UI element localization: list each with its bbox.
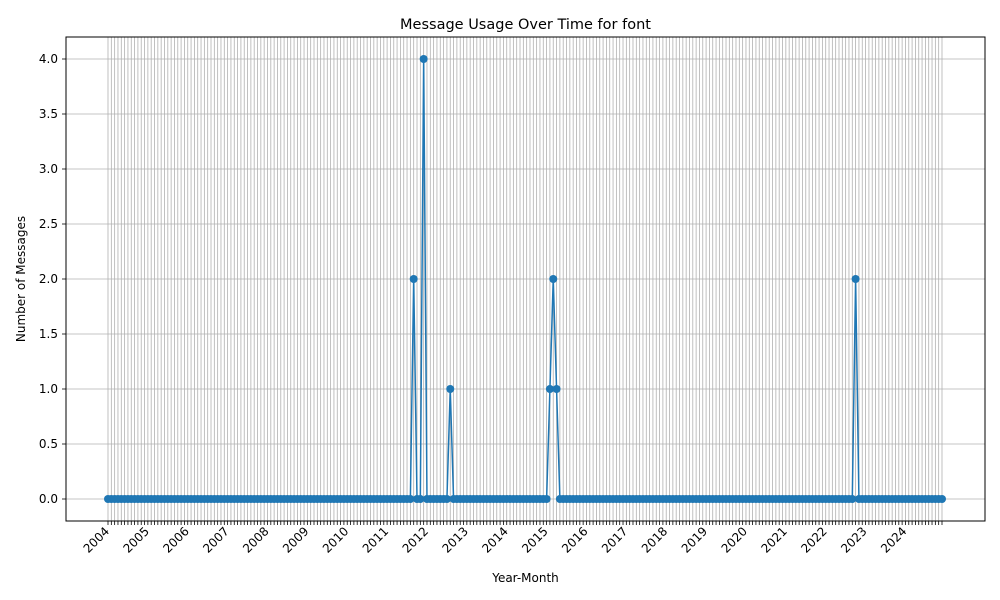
data-point — [446, 385, 455, 393]
x-axis-label: Year-Month — [491, 571, 559, 585]
series-markers — [104, 55, 946, 503]
data-point — [545, 385, 554, 393]
y-tick-label: 2.5 — [39, 217, 58, 231]
y-tick-label: 1.5 — [39, 327, 58, 341]
y-axis-ticks: 0.0 0.5 1.0 1.5 2.0 2.5 3.0 3.5 4.0 — [39, 52, 66, 506]
data-point — [552, 385, 561, 393]
y-tick-label: 2.0 — [39, 272, 58, 286]
y-tick-label: 3.5 — [39, 107, 58, 121]
data-point — [419, 55, 428, 63]
data-point — [406, 495, 415, 503]
y-tick-label: 3.0 — [39, 162, 58, 176]
y-tick-label: 1.0 — [39, 382, 58, 396]
y-axis-label: Number of Messages — [14, 216, 28, 342]
data-point — [851, 275, 860, 283]
y-tick-label: 4.0 — [39, 52, 58, 66]
data-point — [848, 495, 857, 503]
grid-lines — [66, 37, 985, 521]
data-point — [409, 275, 418, 283]
data-point — [416, 495, 425, 503]
y-tick-label: 0.0 — [39, 492, 58, 506]
data-point — [549, 275, 558, 283]
data-point — [442, 495, 451, 503]
data-point — [542, 495, 551, 503]
data-point — [938, 495, 946, 503]
chart-title: Message Usage Over Time for font — [400, 17, 651, 33]
y-tick-label: 0.5 — [39, 437, 58, 451]
